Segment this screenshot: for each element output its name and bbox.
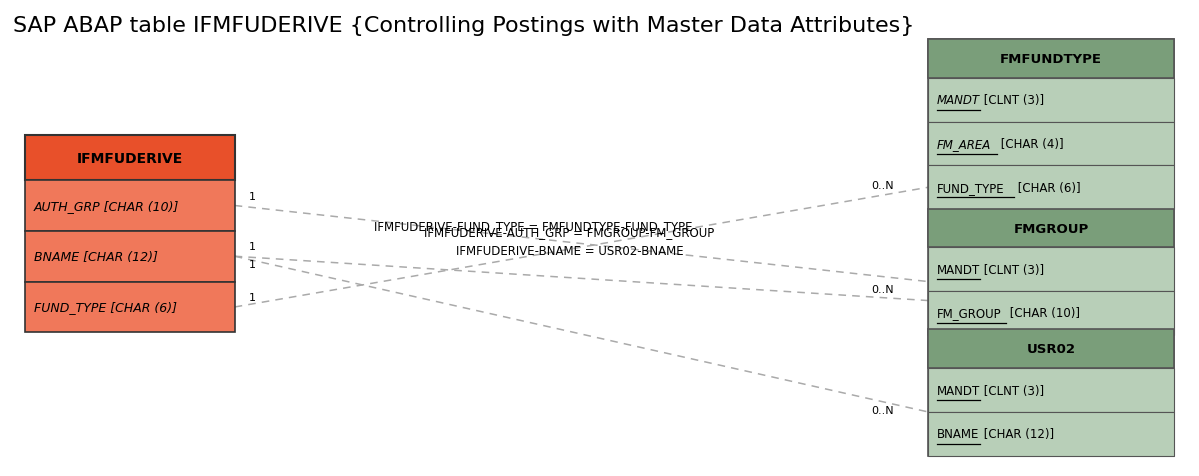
- Text: FUND_TYPE [CHAR (6)]: FUND_TYPE [CHAR (6)]: [34, 301, 176, 314]
- FancyBboxPatch shape: [928, 40, 1174, 209]
- Text: FMGROUP: FMGROUP: [1013, 222, 1089, 235]
- FancyBboxPatch shape: [928, 330, 1174, 368]
- FancyBboxPatch shape: [25, 231, 235, 282]
- FancyBboxPatch shape: [25, 181, 235, 231]
- FancyBboxPatch shape: [25, 136, 235, 181]
- Text: AUTH_GRP [CHAR (10)]: AUTH_GRP [CHAR (10)]: [34, 199, 179, 213]
- Text: IFMFUDERIVE-AUTH_GRP = FMGROUP-FM_GROUP: IFMFUDERIVE-AUTH_GRP = FMGROUP-FM_GROUP: [424, 226, 715, 238]
- Text: FUND_TYPE: FUND_TYPE: [936, 181, 1005, 194]
- Text: [CHAR (10)]: [CHAR (10)]: [1006, 307, 1080, 320]
- FancyBboxPatch shape: [928, 368, 1174, 412]
- Text: 1: 1: [249, 191, 257, 201]
- FancyBboxPatch shape: [928, 40, 1174, 79]
- Text: SAP ABAP table IFMFUDERIVE {Controlling Postings with Master Data Attributes}: SAP ABAP table IFMFUDERIVE {Controlling …: [13, 16, 915, 36]
- Text: MANDT: MANDT: [936, 263, 980, 276]
- Text: [CHAR (4)]: [CHAR (4)]: [998, 138, 1064, 151]
- Text: [CLNT (3)]: [CLNT (3)]: [980, 263, 1044, 276]
- Text: MANDT: MANDT: [936, 384, 980, 397]
- FancyBboxPatch shape: [928, 122, 1174, 166]
- FancyBboxPatch shape: [928, 209, 1174, 335]
- Text: [CLNT (3)]: [CLNT (3)]: [980, 94, 1044, 107]
- Text: FM_GROUP: FM_GROUP: [936, 307, 1001, 320]
- Text: FMFUNDTYPE: FMFUNDTYPE: [1000, 53, 1102, 66]
- FancyBboxPatch shape: [928, 412, 1174, 456]
- Text: 1: 1: [249, 259, 257, 269]
- Text: [CHAR (6)]: [CHAR (6)]: [1014, 181, 1081, 194]
- FancyBboxPatch shape: [928, 330, 1174, 456]
- Text: [CLNT (3)]: [CLNT (3)]: [980, 384, 1044, 397]
- Text: 0..N: 0..N: [870, 405, 893, 415]
- Text: [CHAR (12)]: [CHAR (12)]: [980, 427, 1054, 440]
- Text: 1: 1: [249, 293, 257, 303]
- Text: BNAME [CHAR (12)]: BNAME [CHAR (12)]: [34, 250, 157, 263]
- Text: IFMFUDERIVE-BNAME = USR02-BNAME: IFMFUDERIVE-BNAME = USR02-BNAME: [456, 245, 683, 258]
- FancyBboxPatch shape: [928, 79, 1174, 122]
- Text: IFMFUDERIVE: IFMFUDERIVE: [77, 151, 183, 165]
- Text: 0..N: 0..N: [870, 180, 893, 190]
- Text: BNAME: BNAME: [936, 427, 980, 440]
- Text: 1: 1: [249, 242, 257, 252]
- Text: USR02: USR02: [1026, 343, 1076, 356]
- Text: MANDT: MANDT: [936, 94, 980, 107]
- FancyBboxPatch shape: [928, 209, 1174, 248]
- FancyBboxPatch shape: [928, 166, 1174, 209]
- Text: 0..N: 0..N: [870, 284, 893, 294]
- FancyBboxPatch shape: [928, 291, 1174, 335]
- FancyBboxPatch shape: [928, 248, 1174, 291]
- Text: IFMFUDERIVE-FUND_TYPE = FMFUNDTYPE-FUND_TYPE: IFMFUDERIVE-FUND_TYPE = FMFUNDTYPE-FUND_…: [374, 220, 693, 233]
- Text: FM_AREA: FM_AREA: [936, 138, 992, 151]
- FancyBboxPatch shape: [25, 282, 235, 333]
